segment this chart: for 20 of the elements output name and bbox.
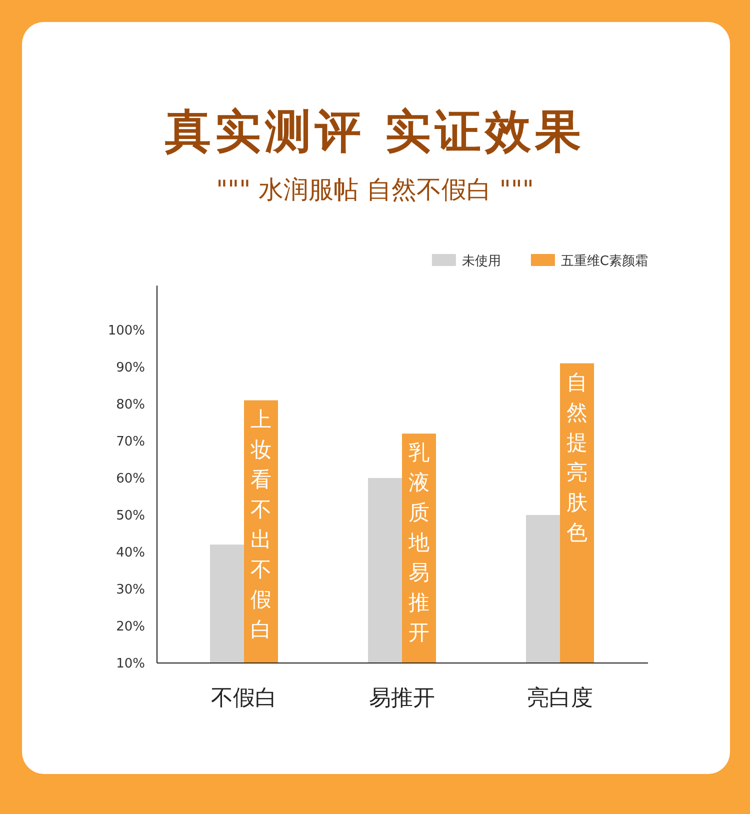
legend-label: 五重维C素颜霜 — [560, 254, 648, 269]
y-tick-label: 80% — [116, 398, 145, 413]
x-tick-label: 亮白度 — [527, 686, 593, 711]
y-tick-label: 70% — [116, 434, 145, 450]
y-tick-label: 40% — [116, 546, 145, 561]
y-tick-label: 50% — [116, 508, 145, 524]
annotation: 上妆看不出不假白 — [250, 407, 272, 642]
y-tick-label: 90% — [116, 360, 145, 376]
y-tick-label: 30% — [116, 582, 145, 598]
y-tick-label: 100% — [108, 324, 145, 339]
annotation: 自然提亮肤色 — [566, 370, 588, 544]
chart-title: 真实测评 实证效果 — [164, 104, 586, 158]
x-tick-label: 不假白 — [211, 686, 277, 711]
y-tick-label: 20% — [116, 620, 145, 635]
x-tick-label: 易推开 — [369, 686, 435, 711]
y-tick-label: 60% — [116, 472, 145, 487]
chart-subtitle: """ 水润服帖 自然不假白 """ — [216, 175, 534, 204]
y-tick-label: 10% — [116, 656, 145, 672]
legend-label: 未使用 — [462, 254, 501, 269]
annotation: 乳液质地易推开 — [408, 440, 430, 645]
